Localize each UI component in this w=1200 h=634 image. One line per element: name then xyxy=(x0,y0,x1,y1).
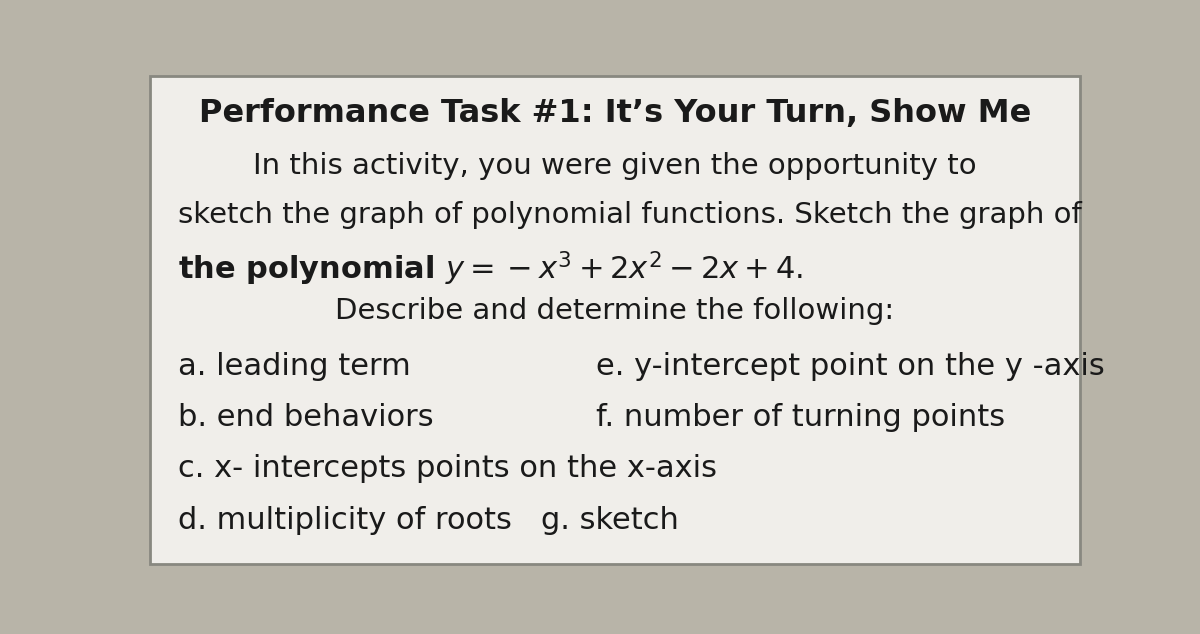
FancyBboxPatch shape xyxy=(150,76,1080,564)
Text: f. number of turning points: f. number of turning points xyxy=(596,403,1006,432)
Text: sketch the graph of polynomial functions. Sketch the graph of: sketch the graph of polynomial functions… xyxy=(178,200,1081,229)
Text: c. x- intercepts points on the x-axis: c. x- intercepts points on the x-axis xyxy=(178,455,716,483)
Text: In this activity, you were given the opportunity to: In this activity, you were given the opp… xyxy=(253,152,977,180)
Text: Performance Task #1: It’s Your Turn, Show Me: Performance Task #1: It’s Your Turn, Sho… xyxy=(199,98,1031,129)
Text: the polynomial $y = -x^3 + 2x^2 - 2x + 4.$: the polynomial $y = -x^3 + 2x^2 - 2x + 4… xyxy=(178,249,803,288)
Text: a. leading term: a. leading term xyxy=(178,352,410,381)
Text: b. end behaviors: b. end behaviors xyxy=(178,403,433,432)
Text: d. multiplicity of roots: d. multiplicity of roots xyxy=(178,506,511,534)
Text: Describe and determine the following:: Describe and determine the following: xyxy=(336,297,894,325)
Text: g. sketch: g. sketch xyxy=(540,506,678,534)
Text: e. y-intercept point on the y -axis: e. y-intercept point on the y -axis xyxy=(596,352,1105,381)
